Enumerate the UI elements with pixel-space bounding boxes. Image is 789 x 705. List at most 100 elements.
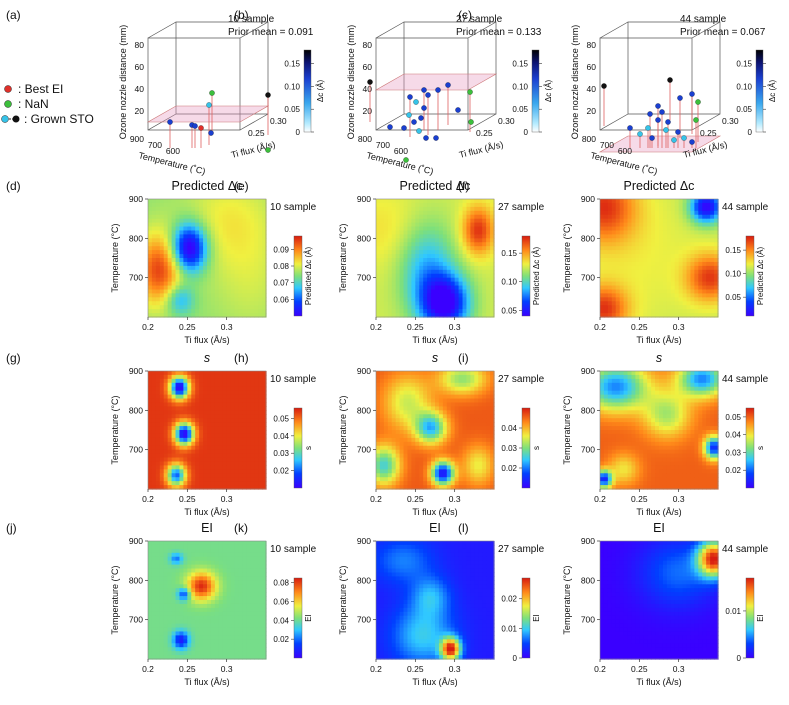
heat-cell [446,261,452,267]
heat-cell [395,238,401,243]
heat-cell [462,371,468,376]
heat-cell [207,285,212,291]
heat-cell [490,402,495,407]
heat-cell [183,250,188,255]
heat-cell [490,218,495,224]
heat-cell [462,469,468,474]
heat-cell [218,374,224,380]
heat-cell [600,426,605,431]
heat-cell [631,214,636,220]
heat-cell [615,477,621,482]
heat-cell [148,214,153,220]
heat-cell [438,309,444,314]
heat-cell [151,449,157,455]
heat-cell [379,410,385,415]
heat-cell [395,461,401,466]
sample-point [418,115,424,121]
heat-cell [207,246,212,251]
heat-cell [458,485,464,490]
heat-cell [234,214,240,220]
heat-cell [490,301,495,306]
heat-cell [230,285,236,291]
heat-cell [423,378,428,384]
heat-cell [627,242,633,247]
heat-cell [478,378,483,384]
heat-cell [376,297,381,302]
heat-cell [647,202,652,208]
heat-cell [210,242,216,247]
heat-cell [466,418,471,423]
heat-cell [214,422,220,427]
heat-cell [230,414,236,419]
heat-cell [395,378,401,384]
heat-cell [710,313,715,318]
heat-cell [698,222,703,228]
panel-label: (b) [234,8,249,22]
heat-cell [627,469,633,474]
x-tick-label: 0.3 [221,322,233,332]
heat-cell [399,465,405,470]
heat-cell [163,485,169,490]
heat-cell [466,246,471,251]
heat-cell [615,390,621,396]
heat-cell [690,305,695,310]
heat-cell [379,250,385,255]
heat-cell [210,261,216,267]
z-tick-label: 60 [135,62,145,72]
heat-cell [486,305,491,310]
heat-cell [230,281,236,287]
heat-cell [486,313,491,318]
heat-cell [674,297,680,302]
heat-cell [442,269,448,275]
heat-cell [619,418,625,423]
heat-cell [623,426,629,431]
heat-cell [155,226,161,232]
heat-cell [399,254,405,259]
heat-cell [670,246,676,251]
heat-cell [234,289,240,294]
heat-cell [431,206,436,212]
heat-cell [419,313,424,318]
heat-cell [482,293,487,298]
heat-cell [482,246,487,251]
heat-cell [395,382,401,388]
heat-cell [187,210,192,216]
heat-cell [199,402,204,407]
heat-cell [403,305,409,310]
heat-cell [486,390,491,396]
heat-cell [167,250,173,255]
heat-cell [151,469,157,474]
heat-cell [226,265,232,271]
heat-cell [603,222,609,228]
sample-point [655,103,661,109]
heat-cell [466,394,471,400]
heat-cell [470,457,475,463]
colorbar [521,235,531,317]
heat-cell [600,386,605,392]
heat-cell [411,394,416,400]
heat-cell [607,449,613,455]
heat-cell [706,265,711,271]
heat-cell [214,285,220,291]
heat-cell [659,218,664,224]
heat-cell [179,445,184,451]
heat-cell [218,378,224,384]
heat-cell [635,202,640,208]
heat-cell [226,254,232,259]
heat-cell [438,441,444,447]
heat-cell [387,457,393,463]
heat-cell [395,222,401,228]
heat-cell [214,390,220,396]
colorbar-tick-label: 0.10 [736,82,752,91]
heat-cell [450,281,456,287]
heat-cell [600,378,605,384]
heat-cell [163,206,169,212]
heat-cell [458,305,464,310]
heat-cell [631,437,636,443]
heat-cell [395,481,401,486]
heat-cell [486,410,491,415]
heat-cell [462,426,468,431]
sample-count: 10 sample [270,202,317,213]
heat-cell [179,473,184,478]
heat-cell [647,261,652,267]
